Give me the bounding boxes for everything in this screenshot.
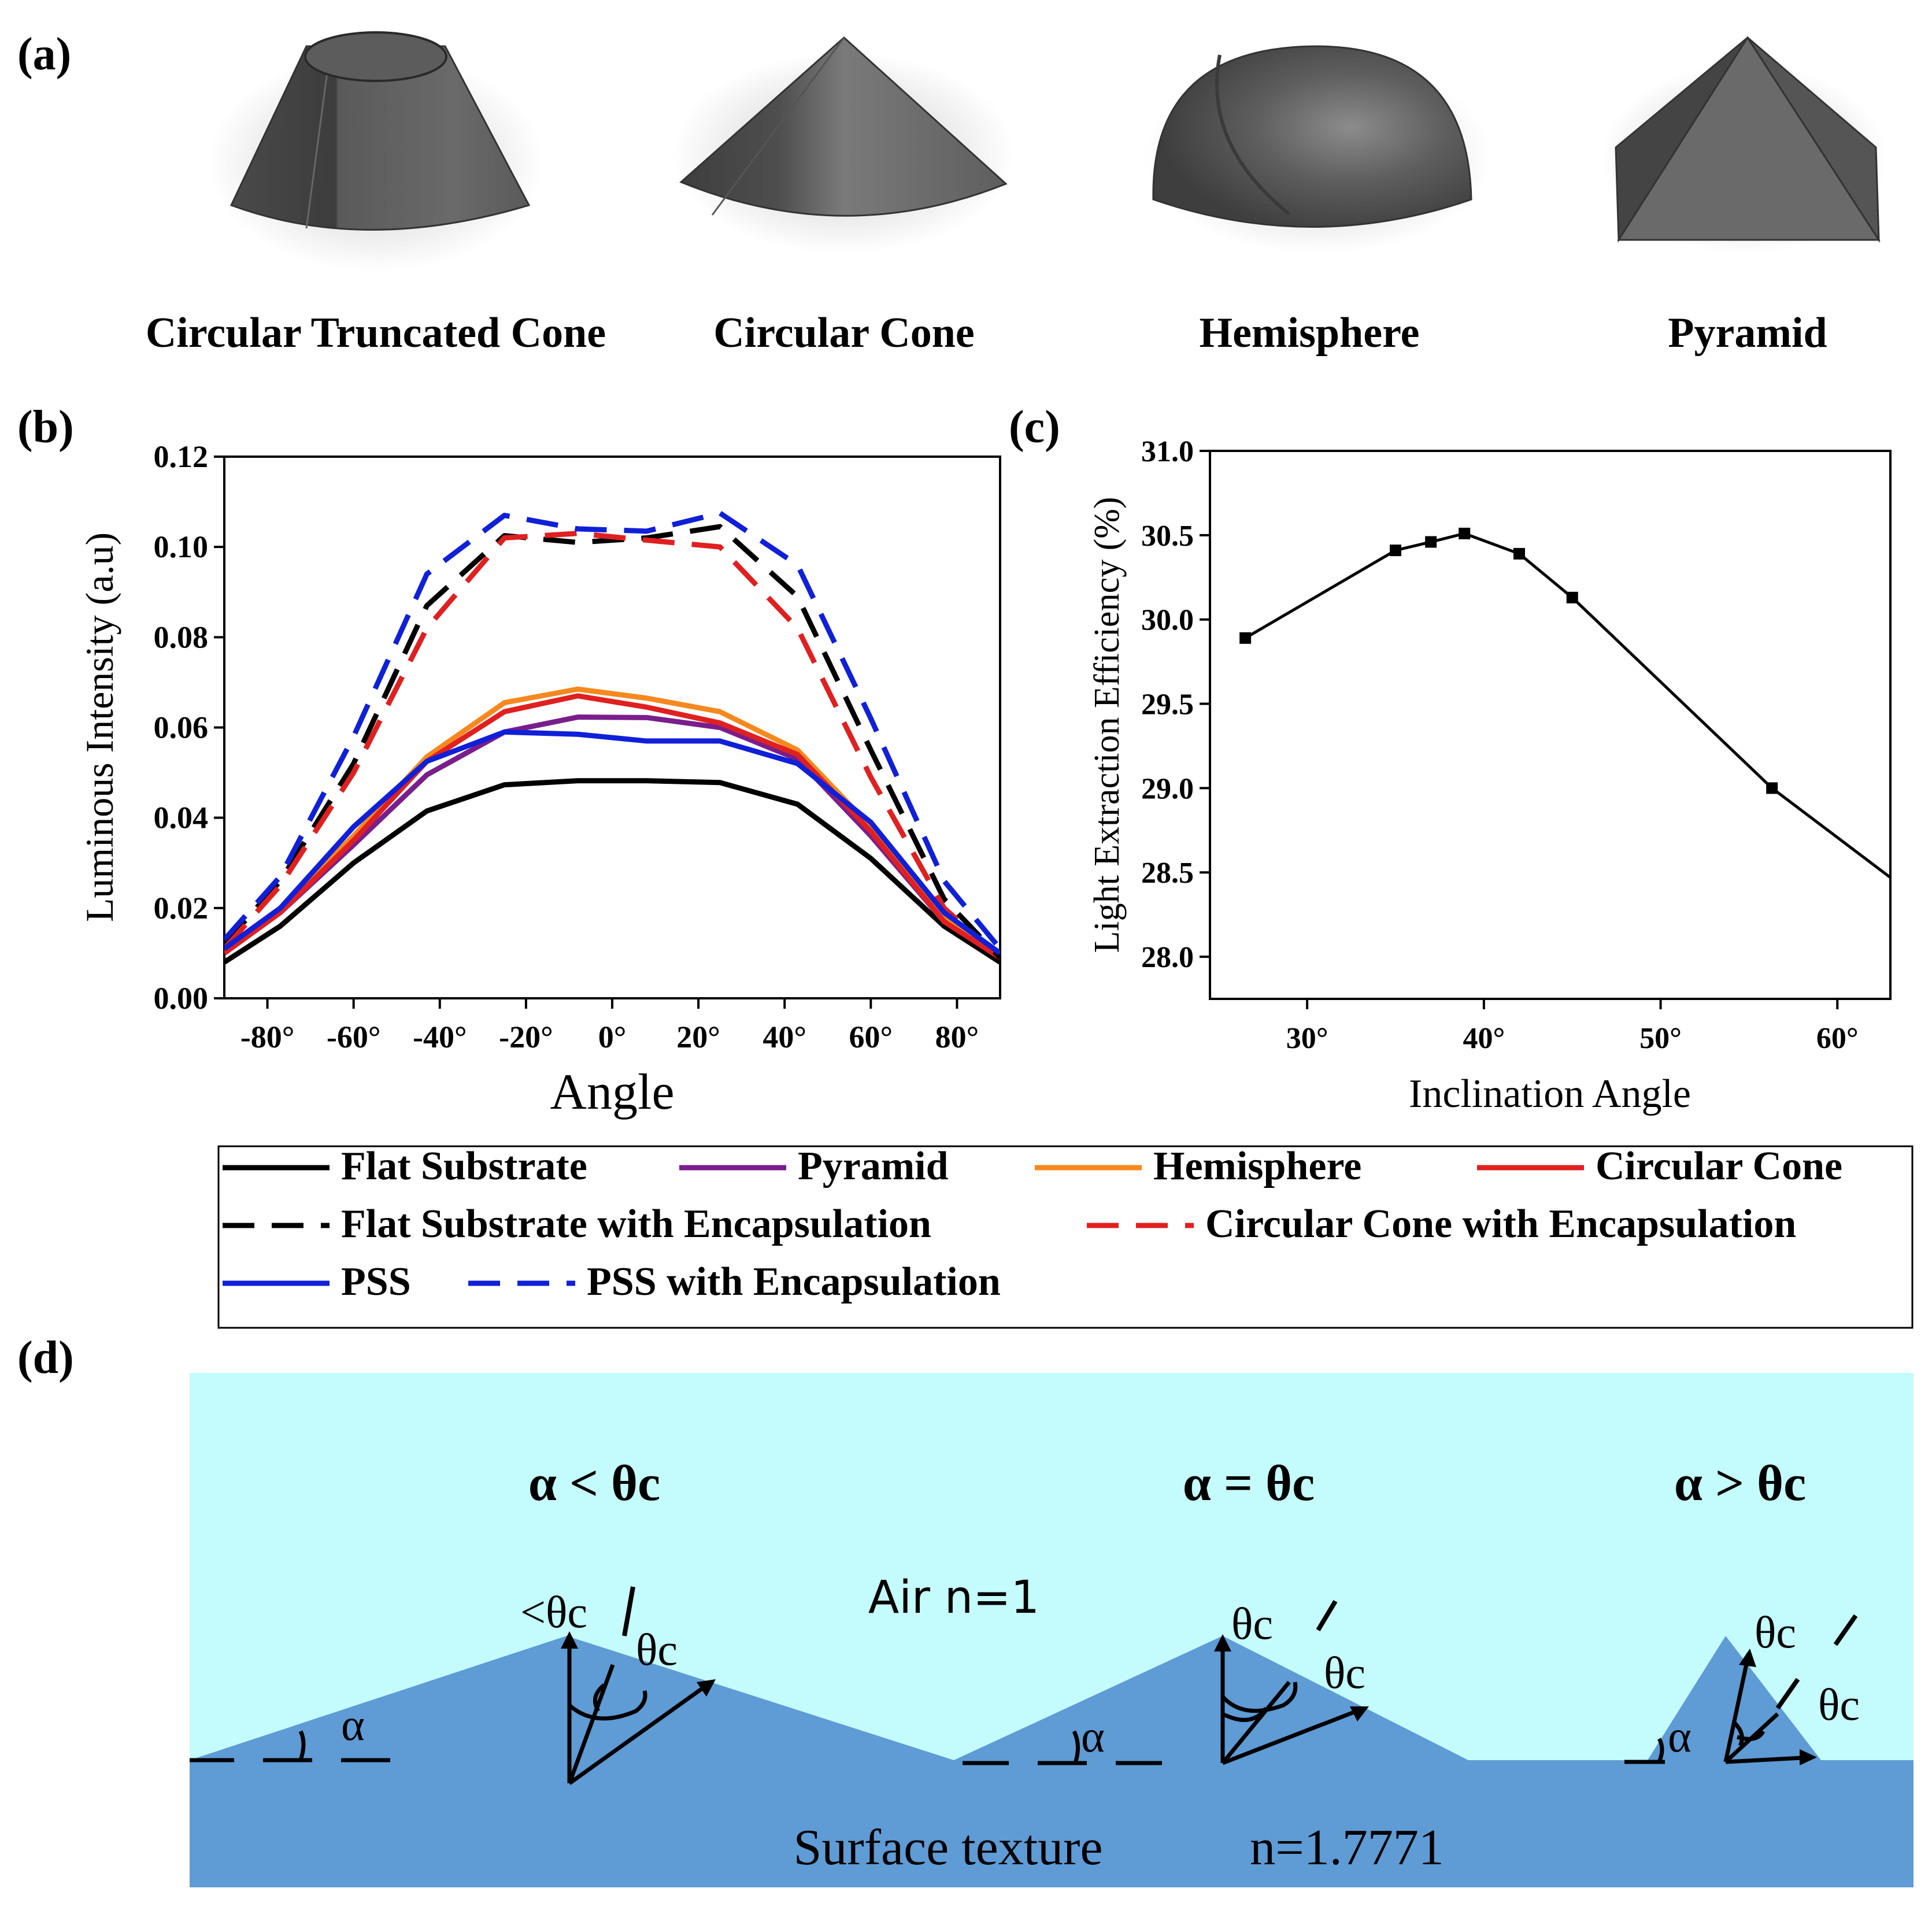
legend-label-0: Flat Substrate: [341, 1144, 587, 1188]
case-3-label-side: θc: [1818, 1679, 1860, 1730]
chart-c-ytick-label: 28.0: [1141, 941, 1194, 974]
chart-c-xtick-label: 40°: [1463, 1022, 1505, 1055]
chart-c-ylabel: Light Extraction Efficiency (%): [1087, 497, 1127, 953]
chart-b-legend: Flat Substrate Pyramid Hemisphere Circular …: [217, 1144, 1914, 1329]
chart-b-series-5: [224, 531, 1000, 960]
legend-label-3: Circular Cone: [1596, 1144, 1842, 1188]
chart-b-series-0: [224, 778, 1000, 965]
chart-b-xlabel: Angle: [550, 1064, 674, 1120]
case-3-alpha: α: [1668, 1711, 1692, 1761]
shape-label-pyramid: Pyramid: [1668, 309, 1827, 357]
chart-c-point: [1239, 632, 1252, 644]
case-1-label-top: <θc: [520, 1587, 587, 1637]
legend-label-5: Circular Cone with Encapsulation: [1205, 1202, 1796, 1246]
light-extraction-chart: 30° 40° 50° 60° 28.0 28.5 29.0 29.5 30.0 30.5 31.0…: [1087, 435, 1892, 1116]
legend-frame: [217, 1145, 1914, 1329]
legend-label-4: Flat Substrate with Encapsulation: [341, 1202, 931, 1246]
chart-c-ytick-label: 30.5: [1141, 520, 1194, 553]
case-1-alpha: α: [341, 1699, 365, 1750]
panel-label-a: (a): [17, 29, 71, 80]
case-1-title: α < θc: [528, 1456, 660, 1512]
chart-c-xtick-label: 50°: [1639, 1022, 1682, 1055]
pyramid-icon: [1601, 36, 1887, 254]
cone-icon: [672, 36, 1015, 254]
surface-texture-label: Surface texture: [793, 1820, 1102, 1876]
chart-c-point: [1766, 782, 1778, 794]
chart-c-line: [1244, 532, 1890, 879]
legend-label-6: PSS: [341, 1260, 411, 1304]
panel-label-d: (d): [17, 1332, 74, 1383]
truncated-cone-icon: [208, 31, 543, 272]
case-2-alpha: α: [1081, 1711, 1105, 1761]
case-2-title: α = θc: [1183, 1456, 1315, 1512]
chart-c-ytick-label: 31.0: [1141, 435, 1194, 468]
chart-c-point: [1459, 527, 1471, 539]
chart-b-xtick-label: 80°: [935, 1020, 979, 1054]
hemisphere-icon: [1145, 45, 1491, 254]
chart-b-xtick-label: -20°: [499, 1020, 553, 1054]
chart-b-ytick-label: 0.06: [154, 710, 209, 745]
chart-b-ytick-label: 0.12: [154, 439, 209, 474]
chart-c-ytick-label: 29.5: [1141, 688, 1194, 721]
chart-c-ytick-label: 30.0: [1141, 604, 1194, 637]
chart-c-point: [1425, 536, 1437, 548]
chart-b-xtick-label: 40°: [763, 1020, 806, 1054]
chart-b-ytick-label: 0.08: [154, 620, 209, 654]
chart-b-series-3: [224, 693, 1000, 960]
legend-label-7: PSS with Encapsulation: [587, 1260, 1001, 1304]
shape-label-truncated-cone: Circular Truncated Cone: [146, 309, 606, 357]
chart-c-ytick-label: 29.0: [1141, 772, 1194, 805]
chart-b-series-7: [224, 510, 1000, 950]
chart-b-series-4: [224, 524, 1000, 960]
legend-label-1: Pyramid: [798, 1144, 949, 1188]
case-2-label-top: θc: [1231, 1598, 1273, 1649]
case-3-label-top: θc: [1755, 1607, 1796, 1657]
shape-label-cone: Circular Cone: [713, 309, 975, 357]
chart-c-xlabel: Inclination Angle: [1409, 1072, 1691, 1116]
panel-label-b: (b): [17, 402, 74, 453]
chart-b-xtick-label: 60°: [849, 1020, 893, 1054]
chart-b-series-6: [224, 729, 1000, 956]
chart-b-ytick-label: 0.10: [154, 529, 209, 564]
chart-b-ylabel: Luminous Intensity (a.u): [77, 532, 121, 922]
chart-b-xtick-label: 0°: [598, 1020, 627, 1054]
chart-c-frame: [1209, 450, 1892, 1000]
chart-b-series-2: [224, 686, 1000, 960]
chart-c-xtick-label: 60°: [1816, 1022, 1859, 1055]
chart-c-point: [1513, 547, 1525, 560]
chart-c-point: [1566, 591, 1578, 603]
chart-b-ytick-label: 0.00: [154, 981, 209, 1016]
case-1-label-side: θc: [636, 1624, 678, 1675]
shape-label-hemisphere: Hemisphere: [1200, 309, 1420, 357]
chart-c-xtick-label: 30°: [1286, 1022, 1328, 1055]
surface-index-label: n=1.7771: [1250, 1820, 1444, 1876]
legend-label-2: Hemisphere: [1153, 1144, 1361, 1188]
case-3-title: α > θc: [1674, 1456, 1806, 1512]
chart-c-point: [1390, 545, 1401, 557]
case-2-label-side: θc: [1324, 1647, 1365, 1698]
chart-b-ytick-label: 0.02: [154, 891, 209, 925]
chart-b-xtick-label: -60°: [327, 1020, 381, 1054]
panel-label-c: (c): [1009, 402, 1060, 453]
chart-b-xtick-label: 20°: [676, 1020, 720, 1054]
chart-b-xtick-label: -80°: [240, 1020, 295, 1054]
critical-angle-diagram: Air n=1 Surface texture n=1.7771 α < θc …: [190, 1373, 1914, 1887]
chart-c-ytick-label: 28.5: [1141, 857, 1194, 890]
air-label: Air n=1: [868, 1572, 1039, 1624]
luminous-intensity-chart: -80° -60° -40° -20° 0° 20° 40° 60° 80° 0.00 0.02 0.…: [77, 439, 1001, 1120]
chart-b-ytick-label: 0.04: [154, 801, 209, 835]
chart-b-xtick-label: -40°: [413, 1020, 467, 1054]
